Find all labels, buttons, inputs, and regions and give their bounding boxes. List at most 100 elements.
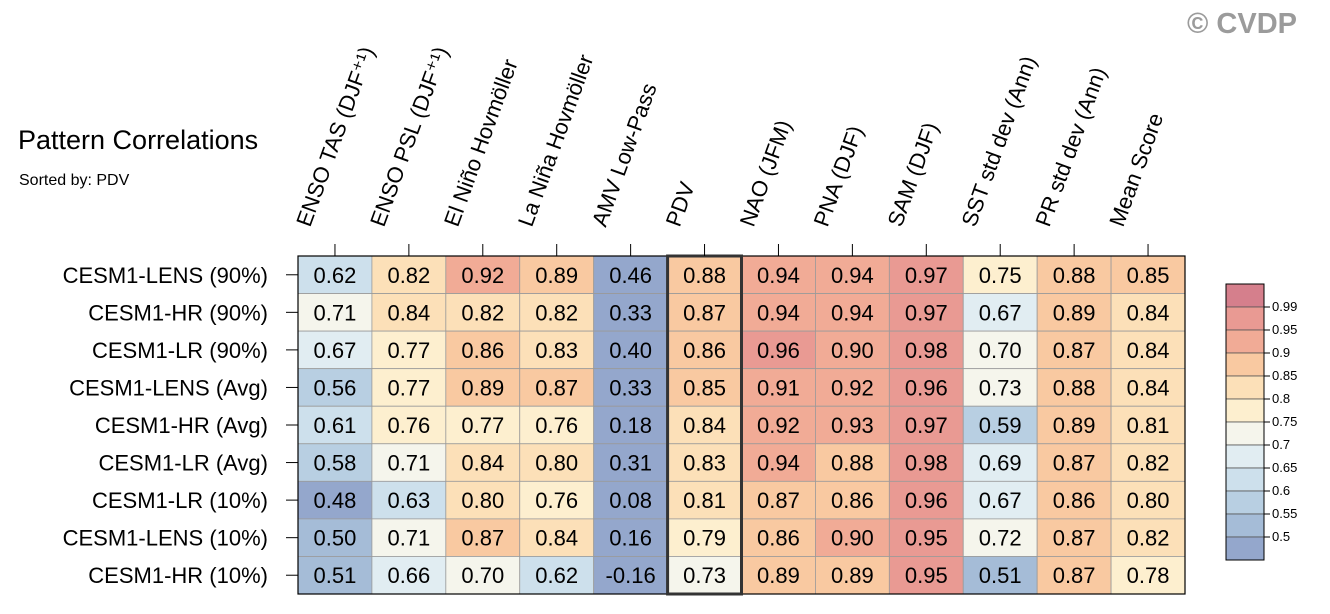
column-label: PNA (DJF) <box>809 122 868 229</box>
heatmap-cell <box>519 330 595 370</box>
cell-value-label: 0.33 <box>609 375 652 400</box>
cell-value-label: 0.82 <box>1127 451 1170 476</box>
heatmap-cell <box>445 368 521 407</box>
cell-value-label: 0.77 <box>461 413 504 438</box>
cell-value-label: 0.87 <box>1053 338 1096 363</box>
cell-value-label: 0.87 <box>1053 563 1096 588</box>
heatmap-cell <box>741 368 816 407</box>
heatmap-cell <box>962 556 1038 595</box>
colorbar-swatch <box>1225 467 1265 492</box>
heatmap-cell <box>1036 443 1112 482</box>
heatmap-cell <box>297 368 373 407</box>
cell-value-label: 0.87 <box>757 488 800 513</box>
heatmap-cell <box>667 330 742 370</box>
cell-value-label: 0.97 <box>905 413 948 438</box>
cell-value-label: 0.72 <box>979 526 1022 551</box>
heatmap-cell <box>741 443 816 482</box>
colorbar-swatch <box>1225 375 1265 400</box>
colorbar-swatch <box>1225 536 1265 561</box>
cell-value-label: 0.89 <box>831 563 874 588</box>
heatmap-cell <box>888 443 964 482</box>
colorbar-swatch <box>1225 421 1265 446</box>
heatmap-cell <box>297 556 373 595</box>
cell-value-label: 0.87 <box>535 375 578 400</box>
cell-value-label: 0.88 <box>1053 263 1096 288</box>
cell-value-label: 0.97 <box>905 263 948 288</box>
cell-value-label: 0.77 <box>387 338 430 363</box>
cell-value-label: 0.89 <box>1053 413 1096 438</box>
colorbar-swatch <box>1225 329 1265 354</box>
heatmap-cell <box>962 443 1038 482</box>
colorbar-label: 0.55 <box>1272 506 1297 521</box>
heatmap-cell <box>962 405 1038 445</box>
heatmap-cell <box>815 556 890 595</box>
column-label: SAM (DJF) <box>882 119 943 230</box>
cell-value-label: 0.62 <box>314 263 357 288</box>
cell-value-label: 0.85 <box>683 375 726 400</box>
cell-value-label: 0.97 <box>905 300 948 325</box>
heatmap-cell <box>371 443 447 482</box>
cell-value-label: 0.59 <box>979 413 1022 438</box>
cell-value-label: 0.16 <box>609 526 652 551</box>
colorbar-swatch <box>1225 306 1265 331</box>
cell-value-label: 0.61 <box>314 413 357 438</box>
heatmap-cell <box>1036 293 1112 332</box>
column-label: SST std dev (Ann) <box>956 53 1041 230</box>
cell-value-label: 0.87 <box>683 300 726 325</box>
cell-value-label: 0.95 <box>905 563 948 588</box>
cell-value-label: 0.70 <box>461 563 504 588</box>
heatmap-cell <box>667 293 742 332</box>
cell-value-label: 0.87 <box>1053 451 1096 476</box>
cell-value-label: 0.94 <box>757 451 800 476</box>
row-label: CESM1-LR (10%) <box>92 488 268 513</box>
cell-value-label: 0.84 <box>1127 300 1170 325</box>
heatmap-cell <box>815 518 890 557</box>
heatmap-cell <box>888 518 964 557</box>
cell-value-label: 0.86 <box>757 526 800 551</box>
row-label: CESM1-LR (Avg) <box>98 451 268 476</box>
cell-value-label: 0.90 <box>831 526 874 551</box>
heatmap-cell <box>593 480 668 520</box>
colorbar-swatch <box>1225 352 1265 377</box>
heatmap-cell <box>667 518 742 557</box>
heatmap-cell <box>593 443 668 482</box>
cell-value-label: 0.96 <box>757 338 800 363</box>
cell-value-label: 0.31 <box>609 451 652 476</box>
cell-value-label: 0.88 <box>831 451 874 476</box>
cell-value-label: 0.82 <box>387 263 430 288</box>
heatmap-cell <box>297 405 373 445</box>
cell-value-label: 0.83 <box>683 451 726 476</box>
cell-value-label: 0.46 <box>609 263 652 288</box>
cell-value-label: 0.88 <box>1053 375 1096 400</box>
colorbar-label: 0.65 <box>1272 460 1297 475</box>
heatmap-cell <box>667 368 742 407</box>
cell-value-label: 0.92 <box>757 413 800 438</box>
cell-value-label: 0.08 <box>609 488 652 513</box>
heatmap-cell <box>593 293 668 332</box>
cell-value-label: 0.87 <box>1053 526 1096 551</box>
colorbar-label: 0.9 <box>1272 345 1290 360</box>
cell-value-label: 0.50 <box>314 526 357 551</box>
heatmap-cell <box>593 556 668 595</box>
heatmap-cell <box>445 556 521 595</box>
cell-value-label: 0.18 <box>609 413 652 438</box>
column-label: NAO (JFM) <box>735 117 797 230</box>
colorbar-label: 0.95 <box>1272 322 1297 337</box>
heatmap-cell <box>667 556 742 595</box>
colorbar-label: 0.75 <box>1272 414 1297 429</box>
heatmap-cell <box>1110 255 1186 294</box>
cell-value-label: 0.67 <box>979 488 1022 513</box>
cell-value-label: 0.81 <box>1127 413 1170 438</box>
heatmap-cell <box>1036 368 1112 407</box>
row-label: CESM1-LENS (90%) <box>63 263 268 288</box>
heatmap-cell <box>815 443 890 482</box>
cell-value-label: 0.33 <box>609 300 652 325</box>
cell-value-label: 0.86 <box>1053 488 1096 513</box>
cell-value-label: 0.84 <box>387 300 430 325</box>
heatmap-cell <box>1110 556 1186 595</box>
cell-value-label: 0.51 <box>314 563 357 588</box>
heatmap-cell <box>519 480 595 520</box>
cell-value-label: 0.94 <box>831 263 874 288</box>
cell-value-label: 0.86 <box>831 488 874 513</box>
row-label: CESM1-LR (90%) <box>92 338 268 363</box>
